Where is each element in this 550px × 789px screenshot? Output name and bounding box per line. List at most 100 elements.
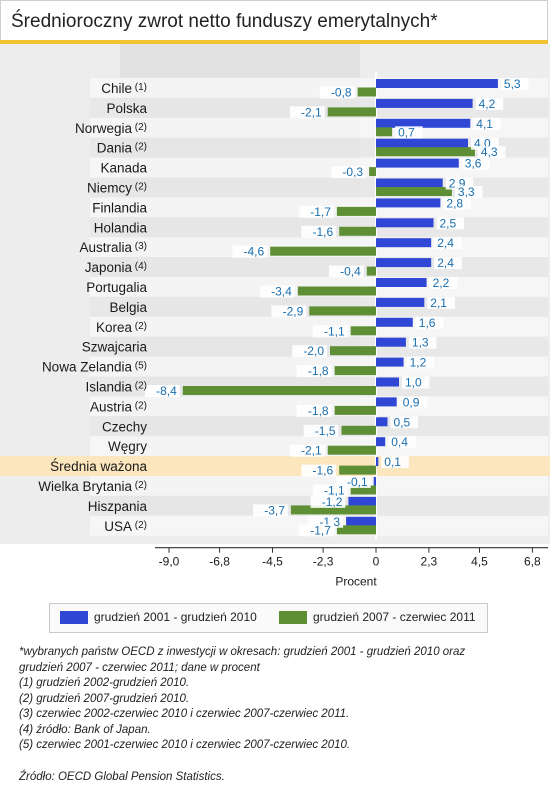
- value-label-background: [299, 524, 334, 537]
- value-label-series-1: 2,1: [430, 296, 447, 310]
- bar-series-1: [376, 417, 388, 427]
- category-note: (2): [132, 400, 147, 411]
- value-label-background: [312, 325, 348, 338]
- value-label-background: [331, 166, 367, 179]
- value-label-series-1: 0,5: [394, 415, 411, 429]
- x-tick-label: 6,8: [524, 555, 541, 569]
- row-band: [90, 257, 548, 277]
- value-label-series-2: -8,4: [156, 384, 177, 398]
- value-label-background: [388, 436, 416, 449]
- bar-series-2: [309, 306, 376, 316]
- value-label-series-2: -2,1: [301, 105, 322, 119]
- value-label-series-1: 5,3: [504, 77, 521, 91]
- value-label-series-2: -3,4: [271, 285, 292, 299]
- bar-series-1: [348, 496, 376, 506]
- category-name: Średnia ważona: [50, 459, 147, 474]
- legend-label-series-2: grudzień 2007 - czerwiec 2011: [313, 610, 476, 624]
- footnote: (3) czerwiec 2002-czerwiec 2010 i czerwi…: [19, 708, 350, 720]
- value-label-series-2: -0,4: [340, 265, 361, 279]
- footnote: (4) źródło: Bank of Japan.: [19, 723, 151, 736]
- value-label-series-1: 0,4: [391, 435, 408, 449]
- category-note: (2): [132, 142, 147, 153]
- footnote: grudzień 2007 - czerwiec 2011; dane w pr…: [19, 661, 260, 674]
- bar-series-1: [376, 397, 397, 407]
- value-label-series-1: 1,0: [405, 376, 422, 390]
- value-label-background: [232, 245, 268, 258]
- bar-series-2: [339, 465, 376, 475]
- category-label: Polska: [106, 101, 147, 116]
- value-label-background: [296, 365, 332, 378]
- category-label: Dania (2): [97, 141, 147, 156]
- category-note: (2): [132, 480, 147, 491]
- category-note: (2): [132, 182, 147, 193]
- legend-swatch-series-2: [279, 611, 307, 624]
- value-label-series-1: 3,6: [465, 157, 482, 171]
- bar-series-2: [297, 286, 376, 296]
- value-label-background: [390, 416, 419, 429]
- bar-series-2: [182, 386, 376, 395]
- category-label: Holandia: [94, 220, 148, 235]
- value-label-series-2: 4,3: [481, 145, 498, 159]
- bar-series-1: [346, 516, 376, 526]
- x-axis-title: Procent: [335, 575, 377, 589]
- value-label-series-1: 2,4: [437, 236, 454, 250]
- value-label-series-2: -1,8: [308, 404, 329, 418]
- value-label-series-1: -1,2: [322, 495, 343, 509]
- x-tick-label: 2,3: [421, 555, 438, 569]
- category-label: Chile (1): [101, 81, 147, 96]
- value-label-series-2: -1,1: [324, 484, 345, 498]
- category-note: (2): [132, 321, 147, 332]
- value-label-background: [145, 385, 180, 397]
- x-axis: -9,0 -6,8 -4,5 -2,3 0 2,3 4,5 6,8 Procent: [155, 547, 548, 589]
- value-label-background: [292, 345, 327, 358]
- footnotes: *wybranych państw OECD z inwestycji w ok…: [19, 645, 539, 785]
- value-label-series-2: 0,7: [398, 125, 415, 139]
- value-label-background: [402, 376, 430, 389]
- category-label: Kanada: [100, 161, 147, 176]
- category-name: Belgia: [109, 300, 147, 315]
- value-label-background: [429, 277, 458, 289]
- value-label-background: [454, 186, 483, 198]
- value-label-series-1: 0,9: [403, 395, 420, 409]
- category-name: Polska: [106, 101, 147, 116]
- source-note: Źródło: OECD Global Pension Statistics.: [19, 770, 225, 783]
- category-name: Nowa Zelandia: [42, 360, 133, 375]
- value-label-background: [436, 217, 465, 230]
- category-note: (2): [132, 520, 147, 531]
- category-note: (4): [132, 261, 147, 272]
- category-label: Czechy: [102, 419, 147, 434]
- bar-series-1: [373, 477, 376, 486]
- value-label-background: [381, 456, 409, 469]
- bar-series-1: [376, 98, 473, 108]
- category-label: Szwajcaria: [82, 340, 148, 355]
- value-label-background: [406, 356, 435, 369]
- value-label-series-2: -1,6: [313, 225, 334, 239]
- x-tick-label: -4,5: [262, 555, 283, 569]
- legend: grudzień 2001 - grudzień 2010 grudzień 2…: [49, 603, 488, 633]
- bar-series-2: [336, 525, 376, 535]
- value-label-background: [461, 157, 490, 170]
- category-name: Finlandia: [92, 200, 147, 215]
- value-label-series-2: -1,1: [324, 324, 345, 338]
- bar-series-1: [376, 457, 379, 467]
- bar-series-1: [376, 317, 413, 327]
- value-label-series-2: -2,1: [301, 444, 322, 458]
- category-name: Islandia: [85, 380, 132, 395]
- value-label-series-2: -1,7: [310, 205, 331, 219]
- footnote: (1) grudzień 2002-grudzień 2010.: [19, 677, 190, 689]
- value-label-series-2: -1,7: [310, 523, 331, 537]
- bar-series-2: [334, 405, 376, 415]
- value-label-series-2: -3,7: [264, 503, 285, 517]
- bar-chart: 5,34,24,14,03,62,92,82,52,42,42,22,11,61…: [0, 44, 550, 589]
- value-label-series-1: 2,4: [437, 256, 454, 270]
- bar-series-1: [376, 138, 468, 148]
- value-label-background: [399, 396, 428, 409]
- value-label-background: [301, 225, 337, 238]
- value-label-series-2: -0,8: [331, 86, 352, 100]
- chart-background: [0, 44, 550, 544]
- bar-series-2: [290, 505, 376, 515]
- bar-series-1: [376, 118, 471, 128]
- x-tick-label: -2,3: [313, 555, 334, 569]
- value-label-background: [289, 106, 325, 119]
- value-label-series-1: 1,6: [419, 316, 436, 330]
